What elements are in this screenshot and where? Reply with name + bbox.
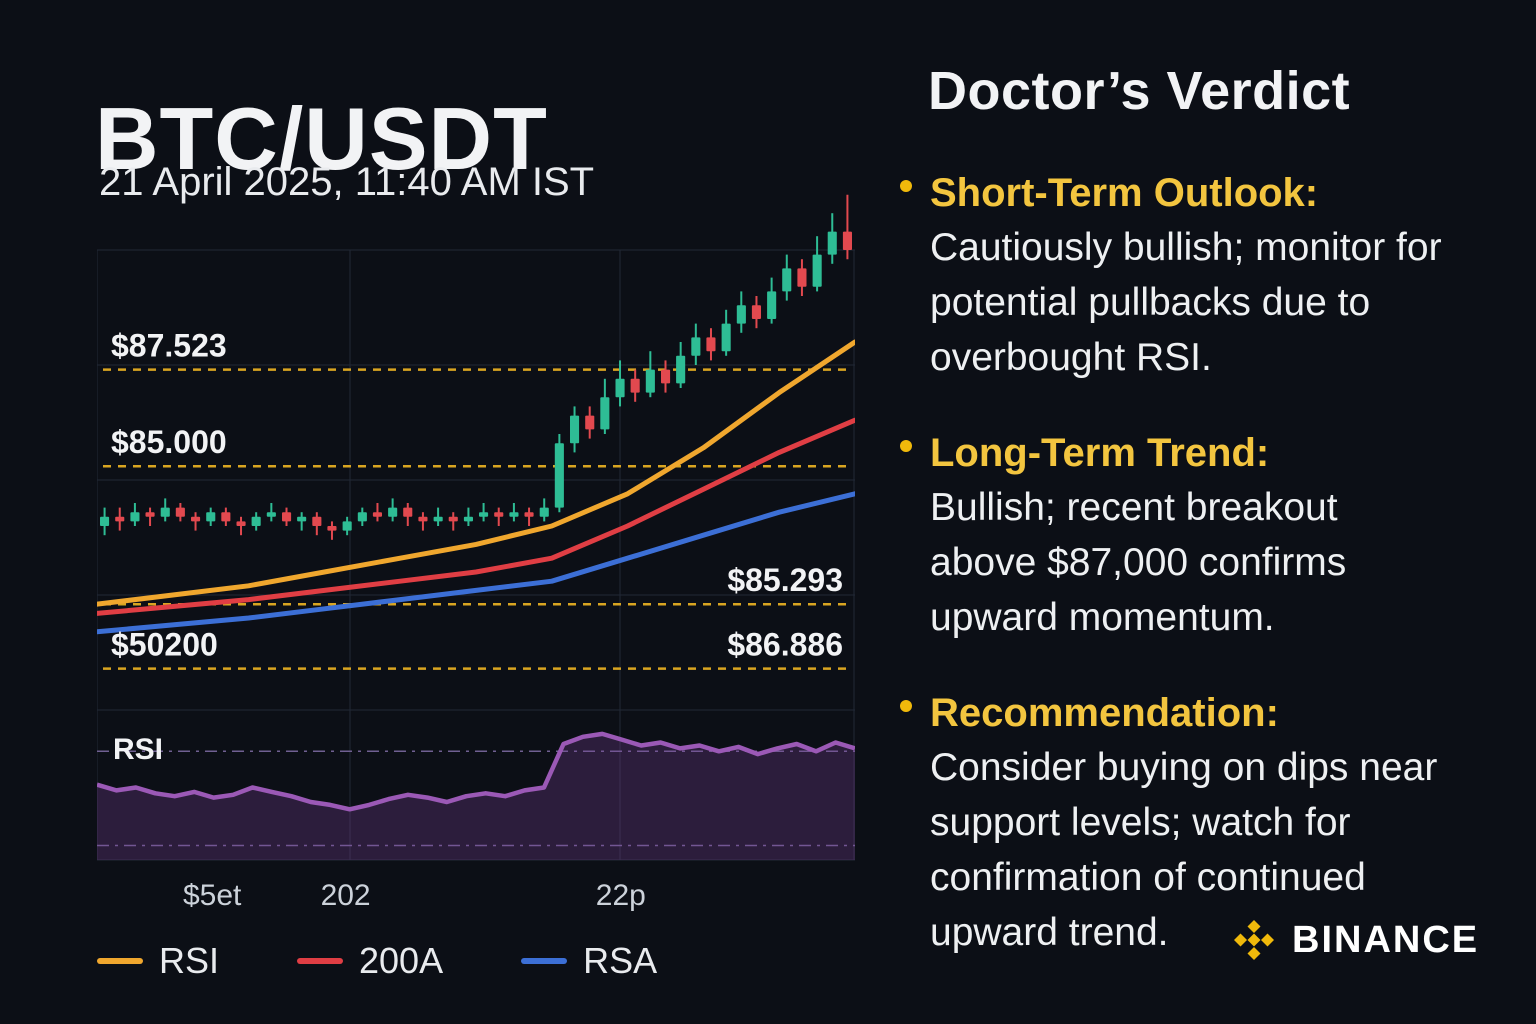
candle-body	[433, 516, 443, 522]
candle-body	[160, 507, 170, 517]
verdict-item-short-term: Short-Term Outlook: Cautiously bullish; …	[900, 166, 1452, 386]
price-level-label: $87.523	[111, 328, 227, 364]
verdict-item-body: Cautiously bullish; monitor for potentia…	[930, 226, 1442, 380]
candle-body	[736, 305, 746, 324]
legend-label: RSI	[159, 940, 220, 981]
chart-legend: RSI 200A RSA	[97, 940, 657, 982]
verdict-item-long-term: Long-Term Trend: Bullish; recent breakou…	[900, 426, 1452, 646]
candle-body	[388, 507, 398, 517]
candle-body	[615, 378, 625, 398]
candle-body	[842, 231, 852, 250]
candle-body	[676, 355, 686, 384]
price-chart-svg: RSI $87.523 $85.000 $85.293 $50200 $86.886 $5e…	[97, 194, 855, 912]
page-title: BTC/USDT	[95, 88, 548, 188]
verdict-title: Doctor’s Verdict	[928, 61, 1351, 121]
x-axis-tick-label: 202	[321, 879, 371, 912]
ma-line-200a	[97, 417, 855, 616]
candle-body	[479, 512, 489, 517]
candle-body	[554, 443, 564, 508]
candle-body	[357, 512, 367, 522]
price-chart: RSI $87.523 $85.000 $85.293 $50200 $86.886 $5e…	[97, 160, 855, 920]
bullet-dot-icon	[900, 700, 912, 713]
candle-body	[463, 516, 473, 522]
candle-body	[767, 291, 777, 319]
legend-label: RSA	[583, 940, 658, 981]
candle-body	[645, 369, 655, 393]
bullet-dot-icon	[900, 180, 912, 192]
candle-body	[100, 516, 110, 526]
binance-logo-icon	[1234, 920, 1274, 960]
binance-brand: BINANCE	[1230, 916, 1479, 964]
candle-body	[509, 512, 519, 517]
candle-body	[570, 415, 580, 444]
candle-body	[600, 397, 610, 430]
candle-body	[221, 512, 231, 522]
legend-swatch-orange	[97, 958, 143, 964]
x-axis-tick-label: $5et	[183, 879, 242, 912]
x-axis-tick-label: 22p	[596, 879, 646, 912]
candle-body	[585, 415, 595, 430]
candle-body	[130, 512, 140, 522]
legend-item-rsi: RSI	[97, 940, 219, 982]
verdict-item-recommendation: Recommendation: Consider buying on dips …	[900, 686, 1452, 961]
verdict-item-heading: Recommendation:	[930, 691, 1279, 736]
candle-body	[266, 512, 276, 517]
bullet-dot-icon	[900, 440, 912, 453]
candle-body	[175, 507, 185, 517]
price-level-label: $85.293	[727, 562, 843, 598]
candle-body	[812, 254, 822, 287]
price-level-label: $86.886	[727, 627, 843, 663]
candle-body	[524, 512, 534, 517]
candle-body	[342, 521, 352, 531]
price-level-label: $85.000	[111, 424, 227, 460]
candle-body	[691, 337, 701, 356]
rsi-panel-label: RSI	[113, 733, 163, 766]
ma-line-rsa	[97, 491, 855, 635]
legend-swatch-red	[297, 958, 344, 964]
candle-body	[721, 323, 731, 352]
verdict-item-body: Consider buying on dips near support lev…	[930, 746, 1438, 955]
doctors-verdict-panel: Doctor’s Verdict Short-Term Outlook: Cau…	[900, 60, 1510, 1001]
candle-body	[539, 507, 549, 517]
binance-wordmark: BINANCE	[1292, 918, 1480, 961]
verdict-item-heading: Long-Term Trend:	[930, 431, 1270, 476]
ma-line-rsi	[97, 339, 855, 607]
candle-body	[418, 516, 428, 522]
candle-body	[706, 337, 716, 352]
legend-item-200a: 200A	[297, 940, 443, 982]
candle-body	[751, 305, 761, 319]
verdict-item-heading: Short-Term Outlook:	[930, 171, 1319, 215]
legend-swatch-blue	[521, 958, 568, 964]
legend-label: 200A	[359, 940, 444, 981]
candle-body	[251, 516, 261, 526]
candle-body	[145, 512, 155, 517]
candle-body	[630, 378, 640, 393]
candle-body	[827, 231, 837, 255]
candle-body	[372, 512, 382, 517]
candle-body	[191, 516, 201, 522]
verdict-item-body: Bullish; recent breakout above $87,000 c…	[930, 486, 1347, 640]
candle-body	[448, 516, 458, 522]
candle-body	[403, 507, 413, 517]
candle-body	[327, 526, 337, 531]
candle-body	[797, 268, 807, 287]
candle-body	[282, 512, 292, 522]
candle-body	[206, 512, 216, 522]
legend-item-rsa: RSA	[521, 940, 657, 982]
chart-timestamp: 21 April 2025, 11:40 AM IST	[99, 160, 595, 204]
price-level-label: $50200	[111, 627, 218, 663]
candle-body	[236, 521, 246, 526]
candle-body	[115, 516, 125, 522]
rsi-line	[97, 731, 855, 812]
candle-body	[297, 516, 307, 522]
candle-body	[312, 516, 322, 526]
candle-body	[661, 369, 671, 384]
candle-body	[782, 268, 792, 292]
candle-body	[494, 512, 504, 517]
